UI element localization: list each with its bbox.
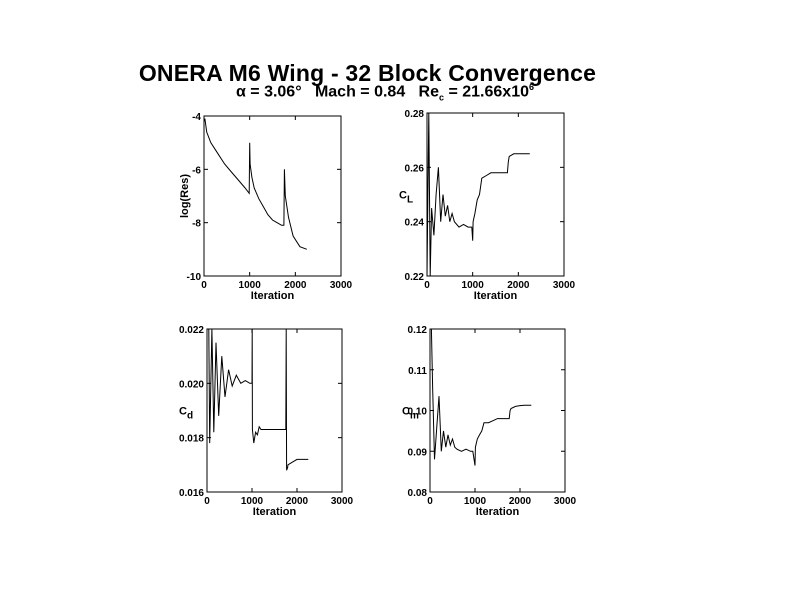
- x-tick-label: 0: [201, 280, 207, 291]
- subtitle-reynolds: = 21.66x10: [444, 83, 529, 101]
- x-tick-label: 3000: [554, 496, 577, 507]
- y-tick-label: 0.28: [405, 109, 425, 120]
- chart-subtitle: α = 3.06° Mach = 0.84 Rec = 21.66x106: [0, 82, 770, 103]
- x-tick-label: 2000: [284, 280, 307, 291]
- y-tick-label: -4: [192, 112, 201, 123]
- plot-4: 0 1000 2000 3000 0.08 0.09 0.10 0.11 0.12 Iterati…: [402, 325, 577, 518]
- y-axis-label-subscript: d: [187, 411, 193, 422]
- y-axis-label: C: [402, 406, 410, 418]
- x-tick-label: 0: [204, 496, 210, 507]
- y-axis-label: C: [399, 190, 407, 202]
- x-axis-label: Iteration: [474, 290, 518, 302]
- alpha-symbol: α: [235, 83, 246, 101]
- y-tick-label: 0.26: [405, 163, 425, 174]
- y-tick-label: -8: [192, 219, 201, 230]
- x-tick-label: 3000: [330, 280, 353, 291]
- plot-frame: [203, 115, 342, 277]
- y-tick-label: 0.016: [179, 488, 204, 499]
- x-tick-label: 2000: [286, 496, 309, 507]
- x-tick-label: 3000: [331, 496, 354, 507]
- x-tick-label: 1000: [462, 280, 485, 291]
- plot-2: 0 1000 2000 3000 0.22 0.24 0.26 0.28 Iteration C L: [399, 109, 576, 302]
- re-exponent: 6: [528, 82, 534, 92]
- subtitle-conditions: = 3.06° Mach = 0.84 Re: [245, 83, 439, 101]
- x-tick-label: 2000: [507, 280, 530, 291]
- y-tick-label: 0.24: [405, 218, 425, 229]
- x-tick-label: 2000: [509, 496, 532, 507]
- x-tick-label: 0: [427, 496, 433, 507]
- plot-frame: [429, 328, 566, 493]
- x-axis-label: Iteration: [251, 290, 295, 302]
- x-tick-label: 1000: [239, 280, 262, 291]
- y-tick-label: 0.09: [408, 447, 428, 458]
- x-tick-label: 0: [424, 280, 430, 291]
- series-line: [427, 113, 530, 276]
- y-tick-label: -10: [187, 272, 202, 283]
- re-subscript: c: [439, 92, 445, 103]
- y-tick-label: 0.12: [408, 325, 428, 336]
- x-tick-label: 3000: [553, 280, 576, 291]
- y-tick-label: 0.22: [405, 272, 425, 283]
- x-axis-label: Iteration: [253, 506, 297, 518]
- plot-frame: [206, 328, 343, 493]
- series-line: [204, 118, 307, 250]
- series-line: [430, 329, 532, 466]
- y-axis-label-subscript: L: [407, 195, 413, 206]
- y-tick-label: -6: [192, 165, 201, 176]
- chart-title: ONERA M6 Wing - 32 Block Convergence: [138, 60, 597, 86]
- y-axis-label-subscript: m: [410, 411, 419, 422]
- y-tick-label: 0.022: [179, 325, 204, 336]
- y-tick-label: 0.08: [408, 488, 428, 499]
- series-line: [207, 329, 309, 471]
- y-tick-label: 0.020: [179, 379, 204, 390]
- plot-3: 0 1000 2000 3000 0.016 0.018 0.020 0.022 Iterati…: [179, 325, 354, 518]
- x-tick-label: 1000: [464, 496, 487, 507]
- y-tick-label: 0.018: [179, 434, 204, 445]
- x-axis-label: Iteration: [476, 506, 520, 518]
- y-tick-label: 0.10: [408, 407, 428, 418]
- y-axis-label: log(Res): [179, 174, 191, 218]
- y-tick-label: 0.11: [408, 366, 427, 377]
- plot-frame: [426, 112, 565, 277]
- plot-1: 0 1000 2000 3000 -10 -8 -6 -4 Iteration log(Res): [179, 112, 353, 302]
- x-tick-label: 1000: [241, 496, 264, 507]
- y-axis-label: C: [179, 406, 187, 418]
